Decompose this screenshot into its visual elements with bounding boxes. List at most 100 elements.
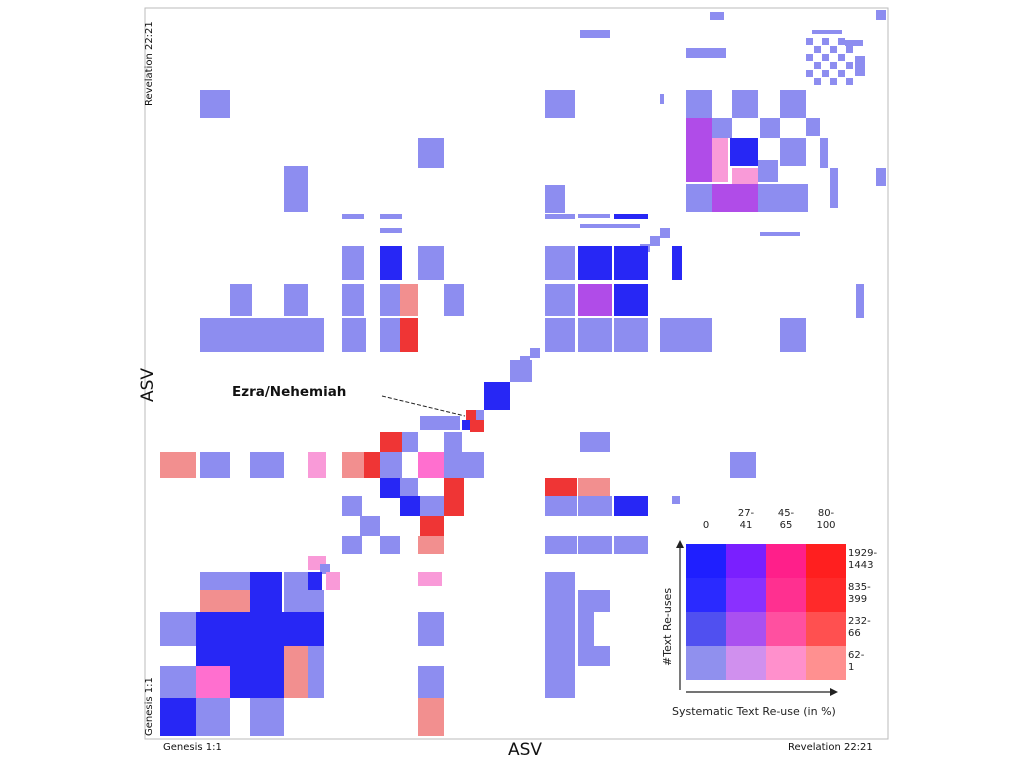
heatmap-cell <box>578 590 610 612</box>
legend-swatch <box>766 646 806 680</box>
legend-swatch <box>726 646 766 680</box>
heatmap-cell <box>806 54 813 61</box>
heatmap-cell <box>418 572 442 586</box>
heatmap-cell <box>686 48 726 58</box>
legend-swatch <box>766 544 806 578</box>
heatmap-cell <box>342 496 362 516</box>
heatmap-cell <box>360 516 380 536</box>
heatmap-cell <box>686 138 712 182</box>
heatmap-cell <box>845 40 863 46</box>
heatmap-cell <box>160 452 196 478</box>
heatmap-cell <box>444 284 464 316</box>
heatmap-cell <box>284 284 308 316</box>
heatmap-cell <box>822 70 829 77</box>
heatmap-cell <box>418 666 444 698</box>
heatmap-cell <box>730 138 758 166</box>
legend-swatch <box>806 612 846 646</box>
heatmap-cell <box>758 160 778 182</box>
heatmap-cell <box>830 62 837 69</box>
heatmap-cell <box>380 432 402 452</box>
legend-swatch <box>766 578 806 612</box>
heatmap-cell <box>466 410 476 420</box>
heatmap-cell <box>444 416 460 430</box>
heatmap-cell <box>578 536 612 554</box>
heatmap-cell <box>712 118 732 138</box>
heatmap-cell <box>196 666 230 698</box>
heatmap-cell <box>418 612 444 646</box>
heatmap-cell <box>545 496 577 516</box>
heatmap-cell <box>820 138 828 168</box>
heatmap-cell <box>224 590 250 612</box>
heatmap-cell <box>830 46 837 53</box>
heatmap-cell <box>224 572 250 590</box>
legend-swatch <box>686 612 726 646</box>
heatmap-cell <box>462 420 470 430</box>
heatmap-cell <box>308 590 324 612</box>
heatmap-cell <box>730 452 756 478</box>
heatmap-cell <box>660 228 670 238</box>
heatmap-cell <box>780 138 806 166</box>
heatmap-cell <box>614 318 648 352</box>
heatmap-cell <box>250 590 282 612</box>
heatmap-cell <box>846 78 853 85</box>
heatmap-cell <box>400 284 418 316</box>
legend-x-arrowhead <box>830 688 838 696</box>
heatmap-cell <box>578 246 612 280</box>
heatmap-cell <box>510 360 532 382</box>
heatmap-cell <box>830 168 838 208</box>
heatmap-cell <box>672 496 680 504</box>
legend-x-bin: 80- 100 <box>816 508 836 531</box>
heatmap-cell <box>780 318 806 352</box>
heatmap-cell <box>200 590 224 612</box>
heatmap-cell <box>200 318 224 352</box>
heatmap-cell <box>830 78 837 85</box>
heatmap-cell <box>614 496 648 516</box>
heatmap-cell <box>418 452 444 478</box>
heatmap-cell <box>160 666 196 698</box>
heatmap-cell <box>578 612 594 646</box>
heatmap-cell <box>400 318 418 352</box>
heatmap-cell <box>838 70 845 77</box>
heatmap-cell <box>380 536 400 554</box>
y-tick-end: Revelation 22:21 <box>144 21 155 106</box>
heatmap-cell <box>284 666 308 698</box>
legend-x-bin: 27- 41 <box>737 508 755 531</box>
heatmap-cell <box>545 185 565 213</box>
heatmap-cell <box>380 214 402 219</box>
heatmap-cell <box>578 214 610 218</box>
heatmap-cell <box>250 452 284 478</box>
y-axis-title: ASV <box>138 367 158 402</box>
heatmap-cell <box>476 410 484 420</box>
heatmap-cell <box>380 452 402 478</box>
heatmap-cell <box>822 38 829 45</box>
legend-x-title: Systematic Text Re-use (in %) <box>672 705 836 718</box>
legend-swatch <box>726 578 766 612</box>
heatmap-cell <box>545 478 577 496</box>
heatmap-cell <box>578 318 612 352</box>
heatmap-cell <box>284 572 308 590</box>
heatmap-cell <box>760 232 800 236</box>
heatmap-cell <box>200 90 230 118</box>
heatmap-cell <box>784 184 808 212</box>
heatmap-cell <box>545 646 575 666</box>
heatmap-cell <box>580 30 610 38</box>
heatmap-cell <box>418 138 444 168</box>
legend-swatch <box>686 578 726 612</box>
heatmap-cell <box>545 284 575 316</box>
heatmap-cell <box>686 118 712 138</box>
legend-swatch <box>686 646 726 680</box>
legend-swatch <box>726 612 766 646</box>
heatmap-cell <box>838 38 845 45</box>
heatmap-cell <box>380 478 400 498</box>
heatmap-cell <box>418 698 444 736</box>
legend-swatch <box>806 646 846 680</box>
heatmap-cell <box>402 432 418 452</box>
heatmap-cell <box>838 54 845 61</box>
heatmap-cell <box>284 612 324 646</box>
heatmap-cell <box>712 138 728 182</box>
heatmap-cell <box>484 382 510 410</box>
legend-y-arrowhead <box>676 540 684 548</box>
heatmap-cell <box>160 698 196 736</box>
x-axis-title: ASV <box>508 740 543 760</box>
heatmap-cell <box>650 236 660 246</box>
